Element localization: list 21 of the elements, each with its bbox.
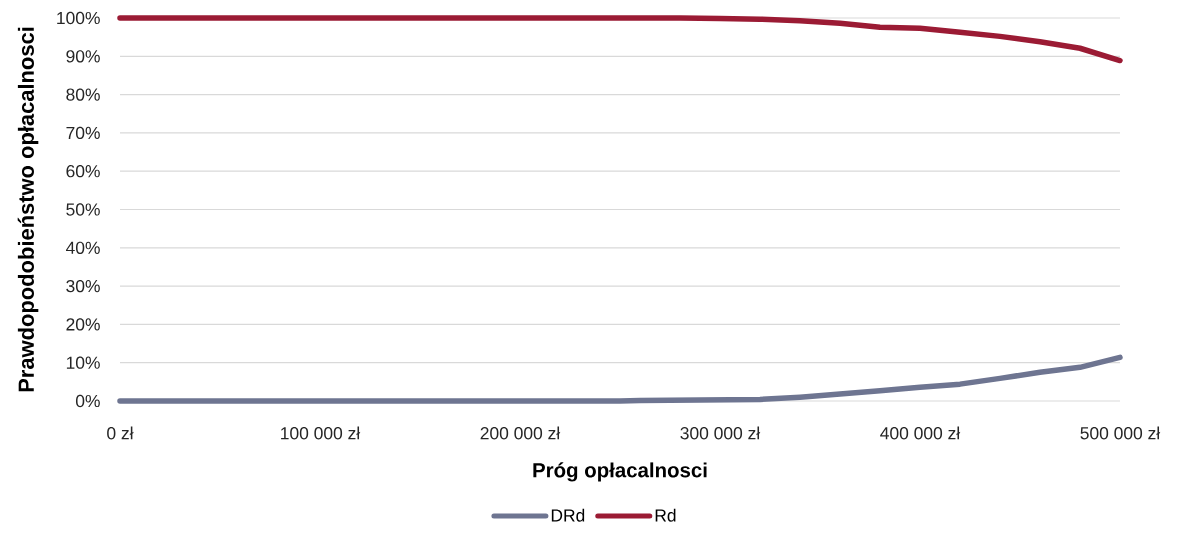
x-tick-label: 400 000 zł xyxy=(880,426,961,440)
y-tick-label: 30% xyxy=(66,279,100,293)
y-tick-label: 10% xyxy=(66,356,100,369)
y-tick-label: 50% xyxy=(66,203,100,216)
y-tick-label: 70% xyxy=(66,126,100,140)
y-tick-label: 40% xyxy=(65,241,100,254)
y-tick-label: 90% xyxy=(66,50,100,63)
x-tick-label: 300 000 zł xyxy=(680,426,761,440)
y-tick-label: 0% xyxy=(75,394,100,408)
x-axis-title: Próg opłacalnosci xyxy=(533,462,707,482)
legend-label: Rd xyxy=(655,508,676,522)
x-tick-label: 500 000 zł xyxy=(1080,426,1161,440)
legend-label: DRd xyxy=(551,508,585,522)
y-tick-label: 80% xyxy=(66,88,100,101)
x-tick-label: 0 zł xyxy=(107,426,134,440)
y-axis-title: Prawdopodobieństwo opłacalnosci xyxy=(17,27,39,392)
x-tick-label: 200 000 zł xyxy=(480,426,561,440)
y-tick-label: 100% xyxy=(57,11,100,25)
y-tick-label: 20% xyxy=(66,318,100,331)
y-tick-label: 60% xyxy=(66,165,100,178)
x-tick-label: 100 000 zł xyxy=(281,426,361,440)
